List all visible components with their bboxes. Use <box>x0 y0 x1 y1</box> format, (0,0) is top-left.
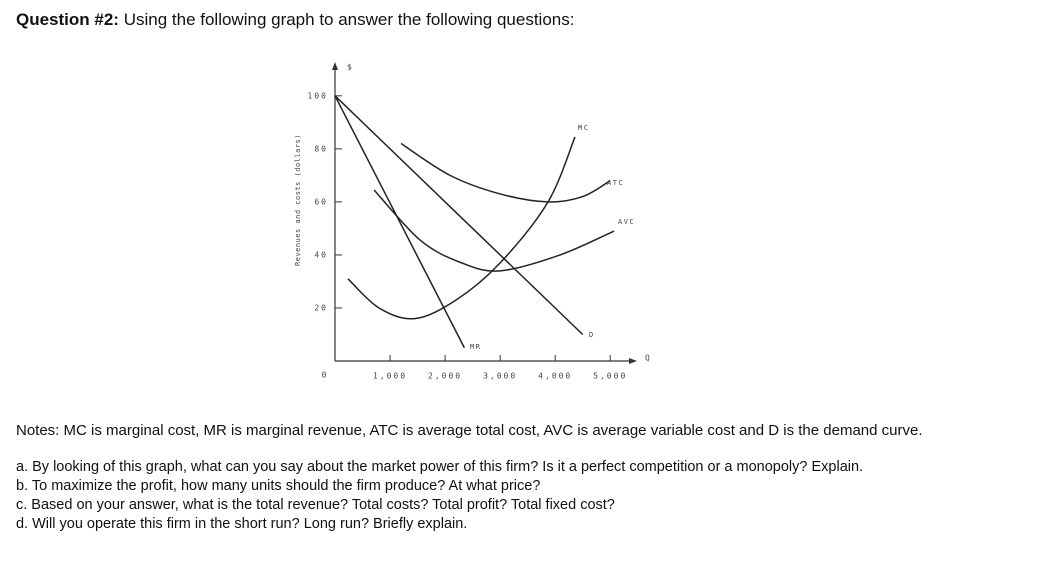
question-c: c. Based on your answer, what is the tot… <box>16 497 615 513</box>
question-d: d. Will you operate this firm in the sho… <box>16 516 468 532</box>
x-tick-label: 3,000 <box>483 372 517 381</box>
y-tick-label: 40 <box>314 250 328 259</box>
y-tick-label: 100 <box>308 91 328 100</box>
notes: Notes: MC is marginal cost, MR is margin… <box>16 422 923 439</box>
y-arrow <box>332 62 338 70</box>
x-tick-label: 2,000 <box>428 372 462 381</box>
question-b: b. To maximize the profit, how many unit… <box>16 478 541 494</box>
question-text: Using the following graph to answer the … <box>123 10 575 29</box>
x-tick-label: 1,000 <box>373 372 407 381</box>
question: Question #2: Using the following graph t… <box>16 10 574 30</box>
x-tick-label: 4,000 <box>538 372 572 381</box>
y-tick-label: 60 <box>314 197 328 206</box>
x-label: Q <box>645 354 652 363</box>
curve <box>373 189 615 272</box>
y-unit: $ <box>347 63 354 72</box>
question-a: a. By looking of this graph, what can yo… <box>16 459 864 475</box>
question-label: Question #2: <box>16 10 119 29</box>
graph: $ Q 0 Revenues and costs (dollars) 20 40 6… <box>294 62 652 381</box>
curve-label: ATC <box>607 179 624 187</box>
curve <box>334 95 584 336</box>
x-arrow <box>629 358 637 364</box>
y-tick-label: 80 <box>314 144 328 153</box>
curve-label: MR <box>470 343 481 351</box>
curve-label: D <box>589 331 595 339</box>
curve-label: AVC <box>618 218 635 226</box>
curve-label: MC <box>578 124 589 132</box>
y-tick-label: 20 <box>314 303 328 312</box>
curve <box>400 142 611 203</box>
curve <box>347 136 576 320</box>
curve <box>334 95 466 349</box>
y-label: Revenues and costs (dollars) <box>294 134 302 266</box>
x-tick-label: 5,000 <box>593 372 627 381</box>
origin-label: 0 <box>322 371 329 380</box>
